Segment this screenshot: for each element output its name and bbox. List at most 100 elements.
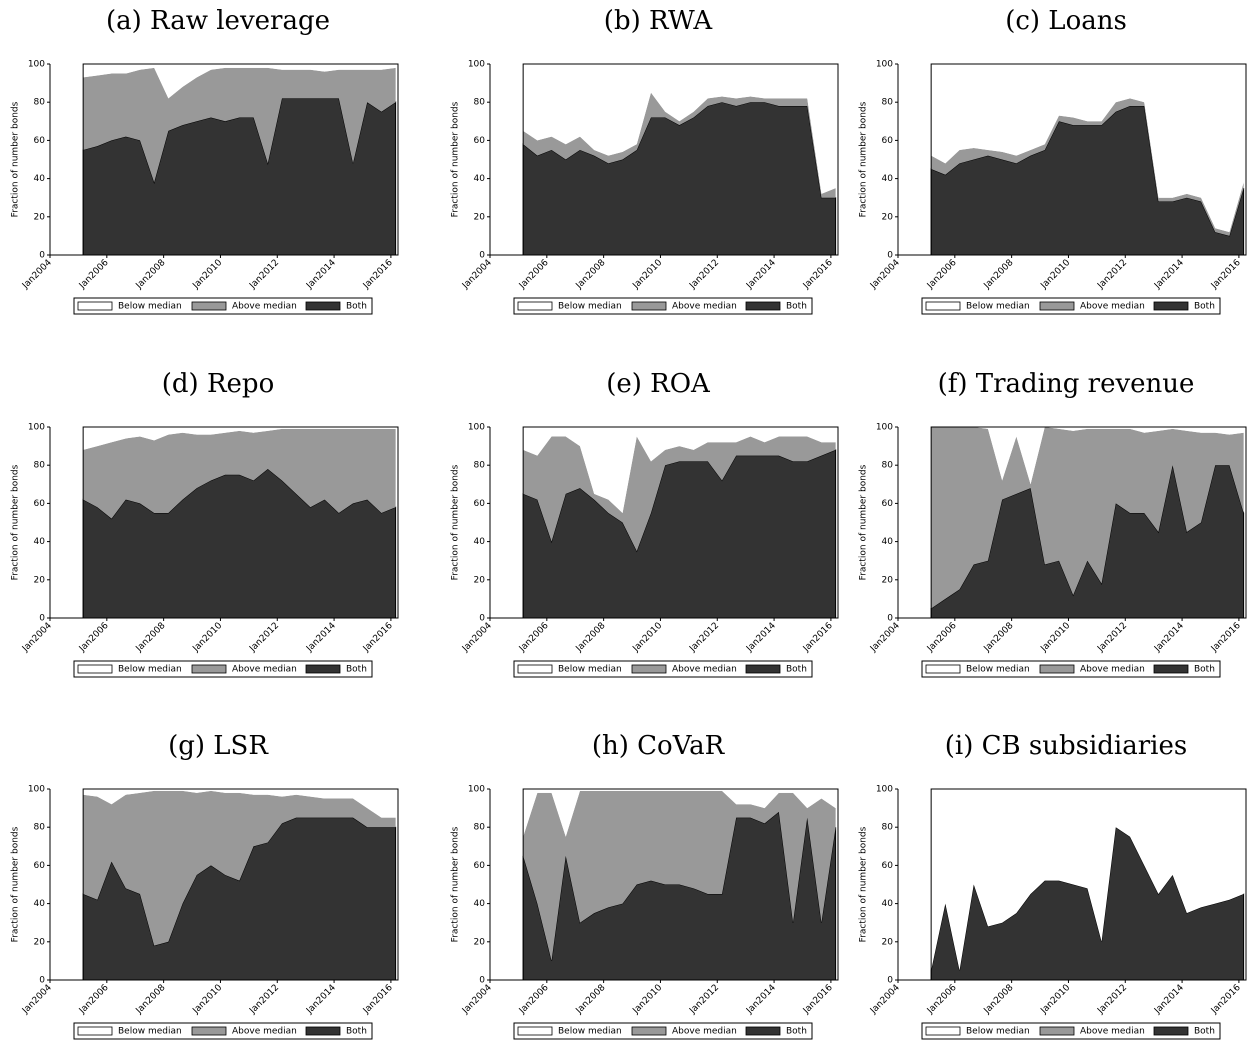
y-tick-label: 80 bbox=[474, 461, 486, 471]
y-tick-label: 20 bbox=[882, 937, 894, 947]
x-tick-label: Jan2016 bbox=[801, 983, 835, 1017]
area bbox=[83, 64, 396, 99]
x-tick-label: Jan2012 bbox=[1095, 621, 1129, 655]
y-tick-label: 80 bbox=[882, 461, 894, 471]
y-axis-label: Fraction of number bonds bbox=[11, 464, 21, 580]
legend-label: Above median bbox=[232, 1027, 297, 1037]
x-tick-label: Jan2012 bbox=[247, 258, 281, 292]
legend-swatch bbox=[925, 664, 961, 674]
x-tick-label: Jan2006 bbox=[925, 621, 959, 655]
legend-swatch bbox=[305, 664, 341, 674]
y-tick-label: 0 bbox=[887, 976, 893, 986]
y-tick-label: 100 bbox=[468, 60, 485, 70]
y-tick-label: 60 bbox=[474, 499, 486, 509]
area bbox=[523, 436, 836, 552]
x-tick-label: Jan2014 bbox=[1152, 258, 1186, 292]
y-tick-label: 100 bbox=[468, 785, 485, 795]
y-axis-label: Fraction of number bonds bbox=[11, 101, 21, 217]
x-tick-label: Jan2006 bbox=[517, 258, 551, 292]
legend-label: Below median bbox=[558, 1027, 622, 1037]
legend-swatch bbox=[305, 301, 341, 311]
panel-title: (a) Raw leverage bbox=[106, 6, 330, 36]
x-tick-label: Jan2014 bbox=[744, 621, 778, 655]
y-axis-label: Fraction of number bonds bbox=[859, 826, 869, 942]
area bbox=[523, 427, 836, 513]
legend-label: Both bbox=[346, 665, 367, 675]
x-tick-label: Jan2004 bbox=[20, 983, 54, 1017]
legend-swatch bbox=[517, 1026, 553, 1036]
y-tick-label: 80 bbox=[474, 98, 486, 108]
x-tick-label: Jan2006 bbox=[517, 621, 551, 655]
legend-label: Above median bbox=[672, 665, 737, 675]
area bbox=[83, 790, 396, 946]
legend-swatch bbox=[191, 664, 227, 674]
legend-label: Both bbox=[786, 665, 807, 675]
x-tick-label: Jan2014 bbox=[1152, 621, 1186, 655]
x-tick-label: Jan2006 bbox=[517, 983, 551, 1017]
y-tick-label: 80 bbox=[34, 98, 46, 108]
x-tick-label: Jan2004 bbox=[868, 258, 902, 292]
legend-swatch bbox=[745, 1026, 781, 1036]
area bbox=[931, 427, 1244, 609]
y-tick-label: 0 bbox=[39, 614, 45, 624]
y-tick-label: 60 bbox=[474, 136, 486, 146]
legend-swatch bbox=[745, 301, 781, 311]
x-tick-label: Jan2016 bbox=[801, 258, 835, 292]
x-tick-label: Jan2014 bbox=[744, 983, 778, 1017]
y-tick-label: 20 bbox=[474, 937, 486, 947]
legend-label: Above median bbox=[1080, 665, 1145, 675]
legend-label: Below median bbox=[118, 302, 182, 312]
x-tick-label: Jan2004 bbox=[460, 258, 494, 292]
legend-swatch bbox=[1153, 664, 1189, 674]
y-tick-label: 80 bbox=[34, 461, 46, 471]
y-tick-label: 40 bbox=[882, 174, 894, 184]
legend-swatch bbox=[1153, 301, 1189, 311]
legend-swatch bbox=[191, 301, 227, 311]
legend-swatch bbox=[77, 1026, 113, 1036]
legend-swatch bbox=[1039, 664, 1075, 674]
y-tick-label: 60 bbox=[34, 499, 46, 509]
legend-swatch bbox=[517, 664, 553, 674]
legend-label: Below median bbox=[118, 665, 182, 675]
x-tick-label: Jan2016 bbox=[1209, 621, 1243, 655]
y-tick-label: 20 bbox=[474, 212, 486, 222]
x-tick-label: Jan2012 bbox=[1095, 258, 1129, 292]
y-tick-label: 100 bbox=[28, 423, 45, 433]
legend-swatch bbox=[745, 664, 781, 674]
legend-label: Both bbox=[346, 1027, 367, 1037]
panel-title: (i) CB subsidiaries bbox=[945, 731, 1187, 761]
legend-swatch bbox=[305, 1026, 341, 1036]
legend-label: Below median bbox=[558, 665, 622, 675]
y-axis-label: Fraction of number bonds bbox=[11, 826, 21, 942]
x-tick-label: Jan2008 bbox=[982, 621, 1016, 655]
y-tick-label: 20 bbox=[34, 575, 46, 585]
legend-label: Above median bbox=[1080, 302, 1145, 312]
x-tick-label: Jan2010 bbox=[631, 621, 665, 655]
x-tick-label: Jan2006 bbox=[77, 258, 111, 292]
area bbox=[83, 789, 396, 818]
y-tick-label: 80 bbox=[882, 98, 894, 108]
legend-label: Below median bbox=[966, 302, 1030, 312]
x-tick-label: Jan2010 bbox=[1039, 258, 1073, 292]
y-tick-label: 60 bbox=[474, 861, 486, 871]
x-tick-label: Jan2008 bbox=[574, 983, 608, 1017]
x-tick-label: Jan2004 bbox=[868, 621, 902, 655]
area bbox=[83, 428, 396, 519]
x-tick-label: Jan2004 bbox=[20, 258, 54, 292]
legend-label: Below median bbox=[966, 1027, 1030, 1037]
panel-title: (g) LSR bbox=[168, 731, 269, 761]
x-tick-label: Jan2014 bbox=[304, 621, 338, 655]
y-tick-label: 40 bbox=[34, 537, 46, 547]
y-tick-label: 60 bbox=[882, 861, 894, 871]
legend-label: Above median bbox=[672, 302, 737, 312]
legend-swatch bbox=[925, 1026, 961, 1036]
y-axis-label: Fraction of number bonds bbox=[451, 826, 461, 942]
x-tick-label: Jan2008 bbox=[574, 258, 608, 292]
x-tick-label: Jan2012 bbox=[687, 621, 721, 655]
y-tick-label: 60 bbox=[34, 861, 46, 871]
legend-swatch bbox=[77, 664, 113, 674]
y-tick-label: 0 bbox=[479, 976, 485, 986]
x-tick-label: Jan2008 bbox=[574, 621, 608, 655]
legend-label: Both bbox=[1194, 1027, 1215, 1037]
